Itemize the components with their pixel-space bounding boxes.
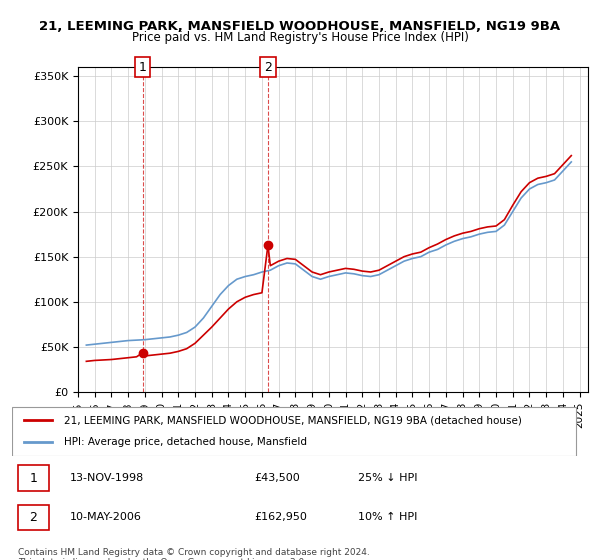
Text: 25% ↓ HPI: 25% ↓ HPI bbox=[358, 473, 417, 483]
Text: 13-NOV-1998: 13-NOV-1998 bbox=[70, 473, 144, 483]
Text: HPI: Average price, detached house, Mansfield: HPI: Average price, detached house, Mans… bbox=[64, 437, 307, 447]
FancyBboxPatch shape bbox=[18, 465, 49, 491]
Text: Contains HM Land Registry data © Crown copyright and database right 2024.
This d: Contains HM Land Registry data © Crown c… bbox=[18, 548, 370, 560]
Text: 2: 2 bbox=[29, 511, 37, 524]
Text: £43,500: £43,500 bbox=[254, 473, 299, 483]
Text: 10% ↑ HPI: 10% ↑ HPI bbox=[358, 512, 417, 522]
Text: 10-MAY-2006: 10-MAY-2006 bbox=[70, 512, 142, 522]
Text: £162,950: £162,950 bbox=[254, 512, 307, 522]
Text: 21, LEEMING PARK, MANSFIELD WOODHOUSE, MANSFIELD, NG19 9BA (detached house): 21, LEEMING PARK, MANSFIELD WOODHOUSE, M… bbox=[64, 415, 522, 425]
Text: 21, LEEMING PARK, MANSFIELD WOODHOUSE, MANSFIELD, NG19 9BA: 21, LEEMING PARK, MANSFIELD WOODHOUSE, M… bbox=[40, 20, 560, 32]
Text: 2: 2 bbox=[264, 60, 272, 74]
FancyBboxPatch shape bbox=[18, 505, 49, 530]
Text: 1: 1 bbox=[29, 472, 37, 484]
Text: 1: 1 bbox=[139, 60, 146, 74]
Text: Price paid vs. HM Land Registry's House Price Index (HPI): Price paid vs. HM Land Registry's House … bbox=[131, 31, 469, 44]
FancyBboxPatch shape bbox=[12, 407, 577, 456]
